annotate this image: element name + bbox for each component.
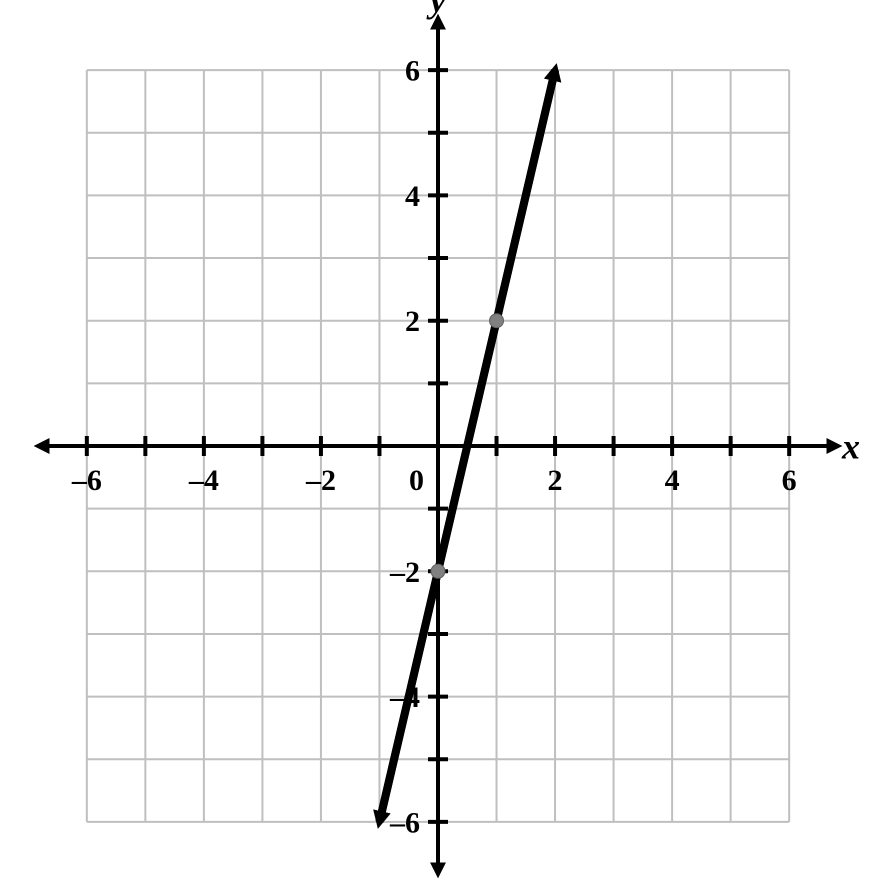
y-tick-label: 6 bbox=[405, 55, 420, 88]
x-tick-label: –6 bbox=[71, 464, 102, 497]
data-point bbox=[490, 314, 504, 328]
x-tick-label: 2 bbox=[548, 464, 563, 497]
y-tick-label: –2 bbox=[389, 556, 420, 589]
y-tick-label: 2 bbox=[405, 305, 420, 338]
x-tick-label: 6 bbox=[782, 464, 797, 497]
x-tick-label: –4 bbox=[188, 464, 219, 497]
x-tick-label: 4 bbox=[665, 464, 680, 497]
line-chart: –6–4–20246–6–4–2246xy bbox=[0, 0, 876, 892]
y-tick-label: 4 bbox=[405, 180, 420, 213]
x-tick-label: –2 bbox=[305, 464, 336, 497]
chart-container: –6–4–20246–6–4–2246xy bbox=[0, 0, 876, 892]
x-tick-label: 0 bbox=[409, 464, 424, 497]
data-point bbox=[431, 564, 445, 578]
x-axis-label: x bbox=[841, 427, 860, 467]
y-tick-label: –6 bbox=[389, 806, 420, 839]
y-axis-label: y bbox=[426, 0, 447, 20]
